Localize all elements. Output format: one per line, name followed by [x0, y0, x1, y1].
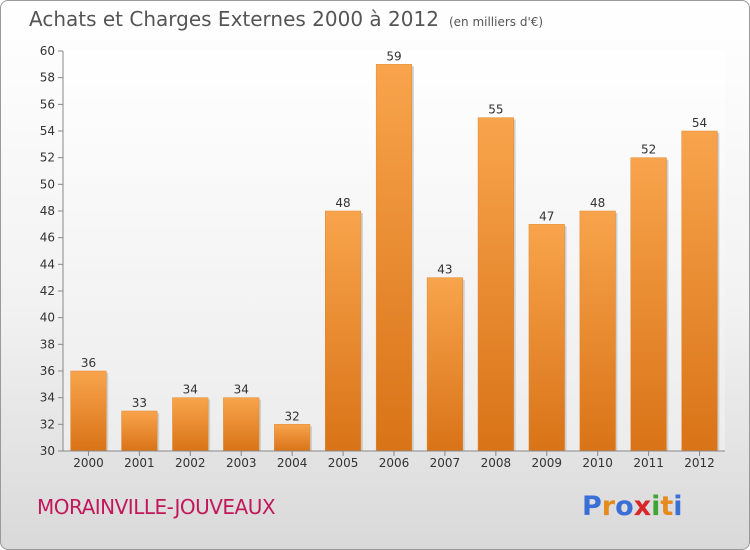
y-axis: 30 32 34 36 38 40 42 44 46 48 50 52 54 56 58 60 [40, 44, 64, 458]
bars-group: 36 33 34 34 32 48 59 43 55 47 48 52 54 [70, 49, 720, 452]
bar-2002 [172, 397, 209, 452]
logo-letter: t [660, 491, 674, 522]
y-tick-label: 36 [40, 364, 55, 378]
bar-value-label: 48 [590, 196, 605, 210]
bar-2008 [477, 117, 514, 452]
bar-value-label: 34 [183, 383, 198, 397]
y-tick-label: 30 [40, 444, 55, 458]
bar-2010 [579, 210, 616, 452]
chart-title: Achats et Charges Externes 2000 à 2012 (e… [29, 7, 543, 31]
x-axis: 2000 2001 2002 2003 2004 2005 2006 2007 2008 2009… [63, 450, 725, 470]
bar-2006 [375, 64, 413, 452]
bar-value-label: 48 [335, 196, 350, 210]
y-tick-label: 46 [40, 231, 55, 245]
bar-2001 [121, 410, 158, 452]
x-tick-label: 2005 [328, 456, 359, 470]
logo-letter: i [651, 491, 661, 522]
y-tick-label: 48 [40, 204, 55, 218]
x-tick-label: 2006 [379, 456, 410, 470]
x-tick-label: 2012 [684, 456, 715, 470]
logo-letter: i [673, 491, 683, 522]
x-tick-label: 2008 [481, 456, 512, 470]
logo-letter: P [582, 491, 602, 522]
bar-2003 [223, 397, 260, 452]
x-tick-label: 2004 [277, 456, 308, 470]
bar-2011 [630, 157, 667, 452]
x-tick-label: 2010 [582, 456, 613, 470]
x-tick-label: 2009 [531, 456, 562, 470]
bar-value-label: 43 [437, 263, 452, 277]
bar-2005 [325, 210, 362, 452]
logo-letter: r [601, 491, 616, 522]
y-tick-label: 56 [40, 97, 55, 111]
bar-value-label: 36 [81, 356, 96, 370]
bar-value-label: 32 [285, 409, 300, 423]
y-tick-label: 58 [40, 71, 55, 85]
bar-value-label: 59 [386, 49, 401, 63]
y-tick-label: 60 [40, 44, 55, 58]
bar-value-label: 52 [641, 143, 656, 157]
y-tick-label: 40 [40, 311, 55, 325]
proxiti-logo[interactable]: Proxiti [582, 491, 683, 522]
y-tick-label: 38 [40, 337, 55, 351]
y-tick-label: 34 [40, 391, 55, 405]
y-tick-label: 50 [40, 177, 55, 191]
y-tick-label: 54 [40, 124, 55, 138]
x-tick-label: 2002 [175, 456, 206, 470]
y-tick-label: 32 [40, 417, 55, 431]
x-tick-label: 2003 [226, 456, 257, 470]
y-tick-label: 42 [40, 284, 55, 298]
bar-value-label: 34 [234, 383, 249, 397]
chart-title-text: Achats et Charges Externes 2000 à 2012 [29, 7, 439, 31]
bar-2009 [528, 224, 565, 452]
bar-2012 [681, 130, 718, 452]
y-tick-label: 44 [40, 257, 55, 271]
x-tick-label: 2011 [633, 456, 664, 470]
logo-letter: x [633, 491, 652, 522]
bar-2007 [426, 277, 463, 452]
x-tick-label: 2000 [73, 456, 104, 470]
bar-value-label: 55 [488, 103, 503, 117]
bar-2000 [70, 370, 107, 452]
bar-value-label: 54 [692, 116, 707, 130]
commune-name: MORAINVILLE-JOUVEAUX [37, 495, 276, 519]
bar-value-label: 47 [539, 209, 554, 223]
bar-2004 [274, 424, 311, 452]
x-tick-label: 2007 [430, 456, 461, 470]
y-tick-label: 52 [40, 151, 55, 165]
logo-letter: o [615, 491, 634, 522]
bar-value-label: 33 [132, 396, 147, 410]
chart-unit: (en milliers d'€) [448, 15, 544, 29]
x-tick-label: 2001 [124, 456, 155, 470]
